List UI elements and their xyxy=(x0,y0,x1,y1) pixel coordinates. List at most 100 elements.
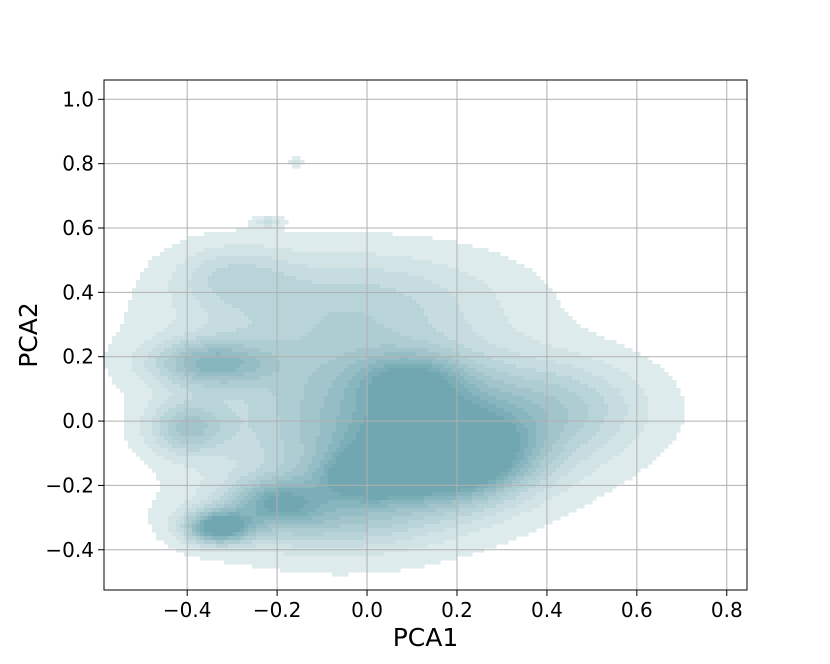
density-cell xyxy=(492,372,497,377)
density-cell xyxy=(276,328,281,333)
density-cell xyxy=(668,376,673,381)
density-cell xyxy=(264,224,269,229)
density-cell xyxy=(232,400,237,405)
density-cell xyxy=(388,244,393,249)
density-cell xyxy=(188,248,193,253)
density-cell xyxy=(404,252,409,257)
density-cell xyxy=(120,348,125,353)
density-cell xyxy=(420,244,425,249)
density-cell xyxy=(224,320,229,325)
density-cell xyxy=(292,316,297,321)
density-cell xyxy=(304,364,309,369)
density-cell xyxy=(652,368,657,373)
density-cell xyxy=(664,372,669,377)
density-cell xyxy=(212,332,217,337)
density-cell xyxy=(284,252,289,257)
density-cell xyxy=(556,372,561,377)
density-cell xyxy=(528,336,533,341)
density-cell xyxy=(588,344,593,349)
density-cell xyxy=(320,388,325,393)
density-cell xyxy=(612,396,617,401)
density-cell xyxy=(244,324,249,329)
density-cell xyxy=(268,280,273,285)
density-cell xyxy=(424,248,429,253)
density-cell xyxy=(408,244,413,249)
density-cell xyxy=(228,340,233,345)
density-cell xyxy=(436,316,441,321)
density-cell xyxy=(404,396,409,401)
density-cell xyxy=(588,356,593,361)
density-cell xyxy=(132,296,137,301)
density-cell xyxy=(524,288,529,293)
density-cell xyxy=(300,284,305,289)
density-cell xyxy=(364,368,369,373)
density-cell xyxy=(268,240,273,245)
density-cell xyxy=(228,300,233,305)
density-cell xyxy=(608,396,613,401)
density-cell xyxy=(512,388,517,393)
density-cell xyxy=(496,308,501,313)
density-cell xyxy=(160,368,165,373)
density-cell xyxy=(452,264,457,269)
density-cell xyxy=(344,304,349,309)
density-cell xyxy=(360,300,365,305)
density-cell xyxy=(212,364,217,369)
density-cell xyxy=(284,304,289,309)
density-cell xyxy=(148,324,153,329)
density-cell xyxy=(460,332,465,337)
density-cell xyxy=(448,364,453,369)
density-cell xyxy=(672,400,677,405)
density-cell xyxy=(528,328,533,333)
density-cell xyxy=(144,344,149,349)
density-cell xyxy=(460,260,465,265)
density-cell xyxy=(176,248,181,253)
density-cell xyxy=(348,272,353,277)
density-cell xyxy=(420,368,425,373)
density-cell xyxy=(636,392,641,397)
density-cell xyxy=(624,384,629,389)
density-cell xyxy=(148,312,153,317)
density-cell xyxy=(292,164,297,169)
density-cell xyxy=(328,248,333,253)
density-cell xyxy=(296,276,301,281)
density-cell xyxy=(368,252,373,257)
density-cell xyxy=(416,244,421,249)
density-cell xyxy=(584,388,589,393)
density-cell xyxy=(576,368,581,373)
density-cell xyxy=(392,248,397,253)
density-cell xyxy=(400,396,405,401)
density-cell xyxy=(516,268,521,273)
density-cell xyxy=(196,312,201,317)
density-cell xyxy=(264,220,269,225)
density-cell xyxy=(280,316,285,321)
density-cell xyxy=(120,328,125,333)
density-cell xyxy=(264,320,269,325)
density-cell xyxy=(476,392,481,397)
density-cell xyxy=(504,336,509,341)
density-cell xyxy=(276,272,281,277)
density-cell xyxy=(384,244,389,249)
density-cell xyxy=(152,328,157,333)
density-cell xyxy=(152,280,157,285)
density-cell xyxy=(228,360,233,365)
density-cell xyxy=(480,404,485,409)
density-cell xyxy=(576,392,581,397)
density-cell xyxy=(192,272,197,277)
density-cell xyxy=(252,372,257,377)
density-cell xyxy=(560,368,565,373)
density-cell xyxy=(536,324,541,329)
density-cell xyxy=(176,272,181,277)
density-cell xyxy=(384,312,389,317)
density-cell xyxy=(408,264,413,269)
density-cell xyxy=(440,396,445,401)
density-cell xyxy=(316,352,321,357)
density-cell xyxy=(416,240,421,245)
density-cell xyxy=(500,324,505,329)
density-cell xyxy=(340,296,345,301)
density-cell xyxy=(404,332,409,337)
density-cell xyxy=(580,392,585,397)
density-cell xyxy=(664,380,669,385)
density-cell xyxy=(256,372,261,377)
density-cell xyxy=(544,312,549,317)
density-cell xyxy=(524,384,529,389)
